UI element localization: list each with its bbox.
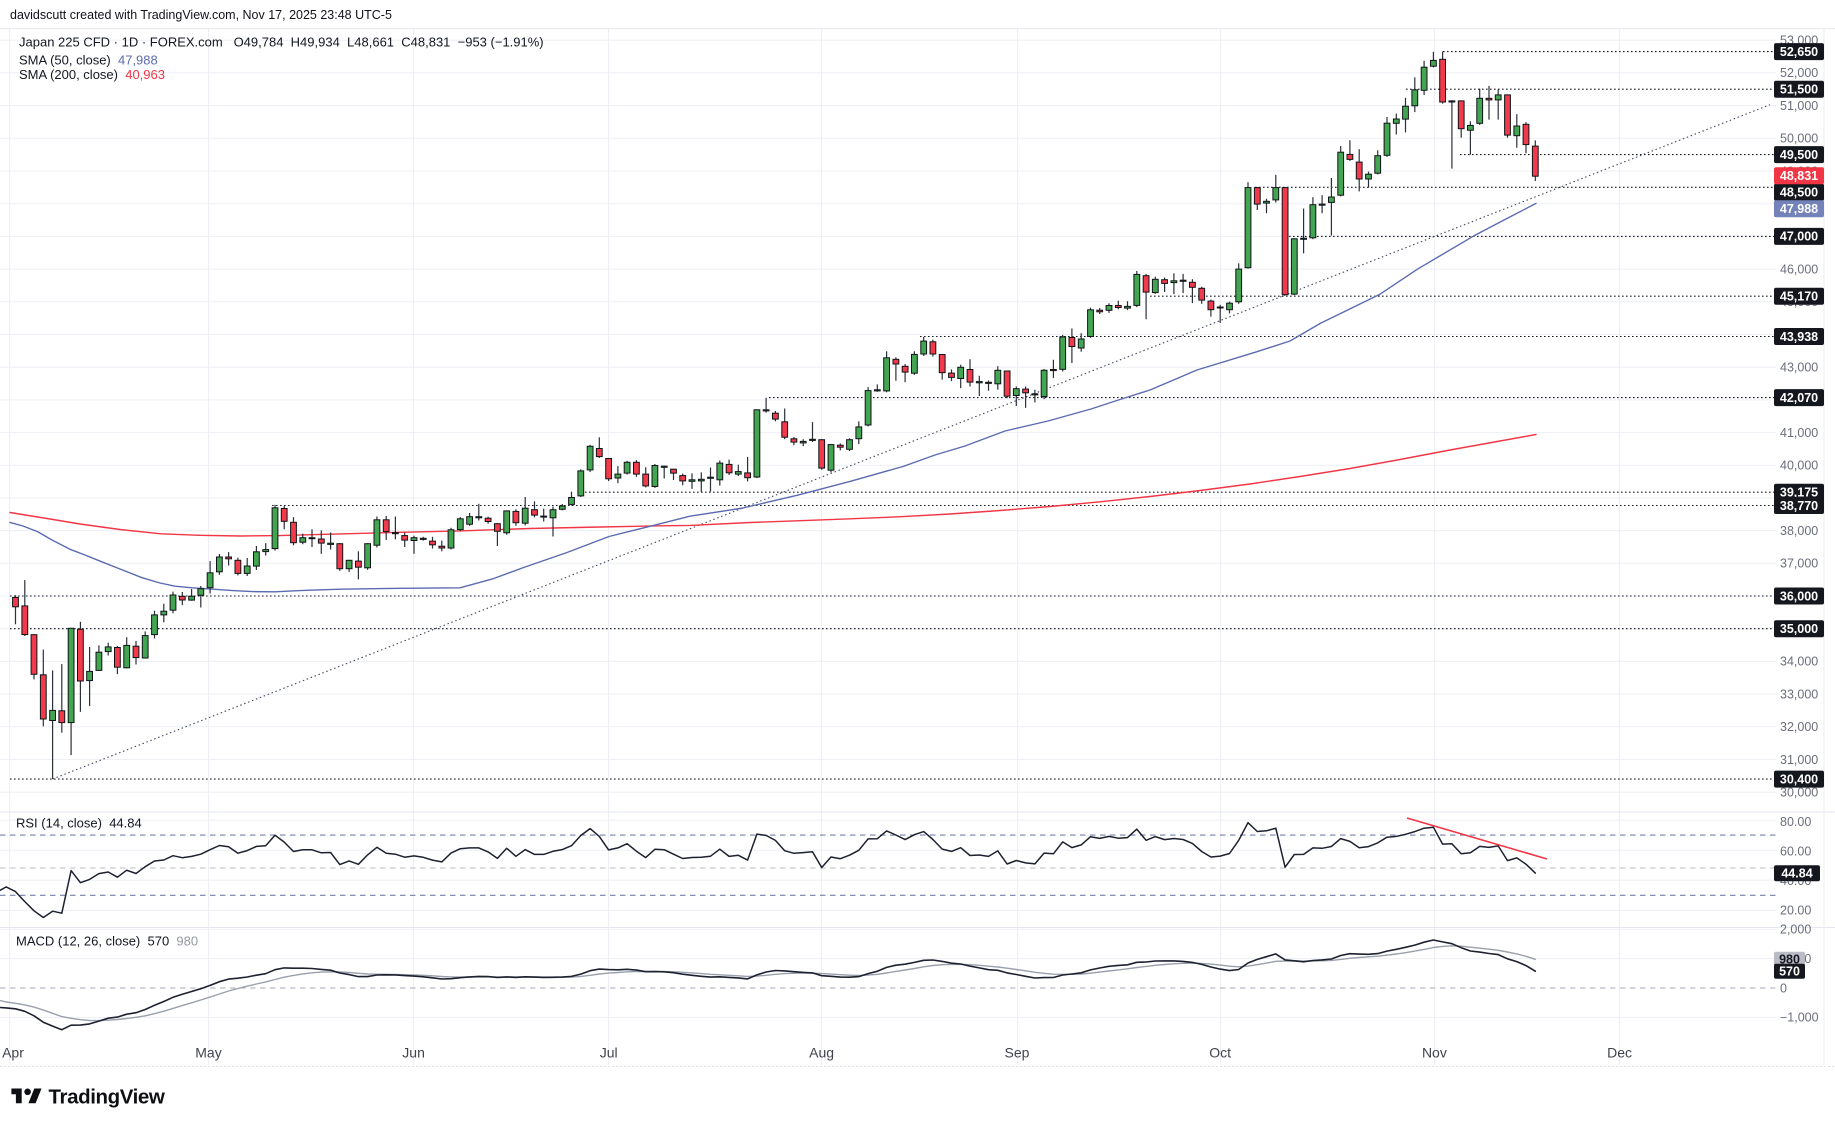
svg-text:42,070: 42,070 — [1780, 391, 1818, 405]
svg-text:30,400: 30,400 — [1780, 772, 1818, 786]
svg-text:32,000: 32,000 — [1780, 720, 1818, 734]
svg-text:51,500: 51,500 — [1780, 83, 1818, 97]
svg-text:35,000: 35,000 — [1780, 622, 1818, 636]
svg-text:570: 570 — [1779, 965, 1800, 979]
svg-text:RSI (14, close) 44.84: RSI (14, close) 44.84 — [16, 816, 142, 831]
svg-text:40,000: 40,000 — [1780, 459, 1818, 473]
svg-text:0: 0 — [1780, 981, 1787, 995]
svg-text:36,000: 36,000 — [1780, 589, 1818, 603]
svg-text:30,000: 30,000 — [1780, 786, 1818, 800]
svg-text:SMA (50, close) 47,988: SMA (50, close) 47,988 — [19, 53, 158, 68]
svg-text:47,988: 47,988 — [1780, 202, 1818, 216]
svg-text:43,938: 43,938 — [1780, 330, 1818, 344]
svg-text:60.00: 60.00 — [1780, 845, 1811, 859]
svg-text:TradingView: TradingView — [49, 1086, 165, 1109]
svg-text:MACD (12, 26, close) 570 980: MACD (12, 26, close) 570 980 — [16, 934, 198, 949]
svg-text:Sep: Sep — [1005, 1045, 1030, 1061]
svg-text:48,831: 48,831 — [1780, 169, 1818, 183]
svg-text:52,650: 52,650 — [1780, 45, 1818, 59]
svg-text:51,000: 51,000 — [1780, 99, 1818, 113]
svg-text:Apr: Apr — [2, 1045, 24, 1061]
svg-text:Japan 225 CFD · 1D · FOREX.com: Japan 225 CFD · 1D · FOREX.com O49,784 H… — [19, 35, 544, 50]
svg-text:2,000: 2,000 — [1780, 923, 1811, 937]
svg-text:46,000: 46,000 — [1780, 262, 1818, 276]
svg-text:33,000: 33,000 — [1780, 687, 1818, 701]
svg-text:Jul: Jul — [600, 1045, 618, 1061]
svg-text:38,770: 38,770 — [1780, 499, 1818, 513]
svg-text:39,175: 39,175 — [1780, 486, 1818, 500]
svg-text:50,000: 50,000 — [1780, 132, 1818, 146]
svg-text:Jun: Jun — [402, 1045, 425, 1061]
svg-text:34,000: 34,000 — [1780, 655, 1818, 669]
svg-text:49,500: 49,500 — [1780, 148, 1818, 162]
svg-text:May: May — [195, 1045, 221, 1061]
svg-text:48,500: 48,500 — [1780, 186, 1818, 200]
svg-text:Nov: Nov — [1422, 1045, 1447, 1061]
svg-text:Oct: Oct — [1209, 1045, 1231, 1061]
svg-text:45,170: 45,170 — [1780, 290, 1818, 304]
svg-text:43,000: 43,000 — [1780, 361, 1818, 375]
svg-text:47,000: 47,000 — [1780, 230, 1818, 244]
svg-text:−1,000: −1,000 — [1780, 1011, 1819, 1025]
svg-text:Aug: Aug — [809, 1045, 834, 1061]
svg-text:41,000: 41,000 — [1780, 426, 1818, 440]
svg-text:52,000: 52,000 — [1780, 66, 1818, 80]
svg-text:SMA (200, close) 40,963: SMA (200, close) 40,963 — [19, 67, 165, 82]
svg-text:44.84: 44.84 — [1781, 867, 1812, 881]
svg-text:980: 980 — [1779, 953, 1800, 967]
svg-text:31,000: 31,000 — [1780, 753, 1818, 767]
svg-text:37,000: 37,000 — [1780, 557, 1818, 571]
svg-text:20.00: 20.00 — [1780, 903, 1811, 917]
svg-text:davidscutt created with Tradin: davidscutt created with TradingView.com,… — [10, 8, 392, 22]
svg-text:38,000: 38,000 — [1780, 524, 1818, 538]
svg-text:Dec: Dec — [1607, 1045, 1632, 1061]
svg-text:80.00: 80.00 — [1780, 815, 1811, 829]
